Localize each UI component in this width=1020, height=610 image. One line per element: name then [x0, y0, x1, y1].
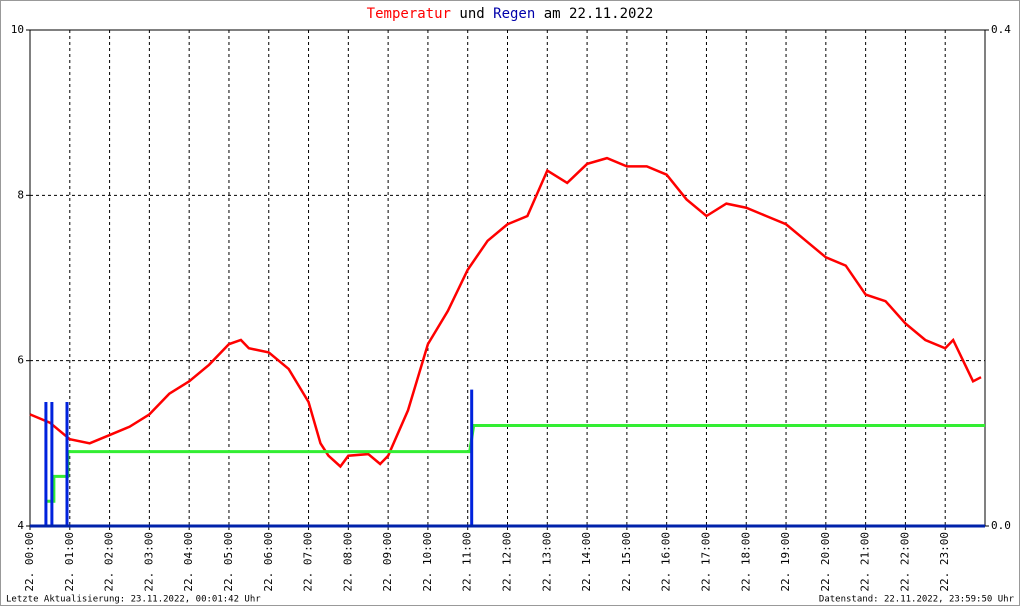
y-tick-label: 8	[17, 188, 24, 201]
x-tick-label: 22. 15:00	[620, 532, 633, 592]
x-tick-label: 22. 17:00	[699, 532, 712, 592]
x-tick-label: 22. 00:00	[23, 532, 36, 592]
x-tick-label: 22. 02:00	[103, 532, 116, 592]
rain-bar	[470, 389, 474, 526]
title-part: Temperatur	[367, 6, 451, 22]
x-tick-label: 22. 11:00	[461, 532, 474, 592]
x-tick-label: 22. 20:00	[819, 532, 832, 592]
y-tick-label: 10	[11, 23, 24, 36]
x-tick-label: 22. 13:00	[540, 532, 553, 592]
x-tick-label: 22. 09:00	[381, 532, 394, 592]
x-tick-label: 22. 18:00	[739, 532, 752, 592]
rain-bar	[50, 402, 54, 526]
y2-tick-label: 0.4	[991, 23, 1011, 36]
x-tick-label: 22. 06:00	[262, 532, 275, 592]
x-tick-label: 22. 21:00	[859, 532, 872, 592]
x-tick-label: 22. 03:00	[142, 532, 155, 592]
y-tick-label: 4	[17, 519, 24, 532]
x-tick-label: 22. 14:00	[580, 532, 593, 592]
title-part: und	[459, 6, 484, 22]
x-tick-label: 22. 16:00	[660, 532, 673, 592]
x-tick-label: 22. 19:00	[779, 532, 792, 592]
x-tick-label: 22. 12:00	[501, 532, 514, 592]
y2-tick-label: 0.0	[991, 519, 1011, 532]
x-tick-label: 22. 04:00	[182, 532, 195, 592]
x-tick-label: 22. 10:00	[421, 532, 434, 592]
footer-right: Datenstand: 22.11.2022, 23:59:50 Uhr	[819, 595, 1015, 605]
title-part: am 22.11.2022	[544, 6, 654, 22]
x-tick-label: 22. 05:00	[222, 532, 235, 592]
x-tick-label: 22. 23:00	[938, 532, 951, 592]
rain-bar	[44, 402, 48, 526]
chart-title: Temperatur und Regen am 22.11.2022	[367, 6, 654, 22]
y-tick-label: 6	[17, 354, 24, 367]
data-line	[29, 156, 982, 469]
x-tick-label: 22. 22:00	[898, 532, 911, 592]
title-part: Regen	[493, 6, 535, 22]
footer-left: Letzte Aktualisierung: 23.11.2022, 00:01…	[6, 595, 261, 605]
x-tick-label: 22. 07:00	[302, 532, 315, 592]
x-tick-label: 22. 08:00	[341, 532, 354, 592]
x-tick-label: 22. 01:00	[63, 532, 76, 592]
rain-bar	[65, 402, 69, 526]
